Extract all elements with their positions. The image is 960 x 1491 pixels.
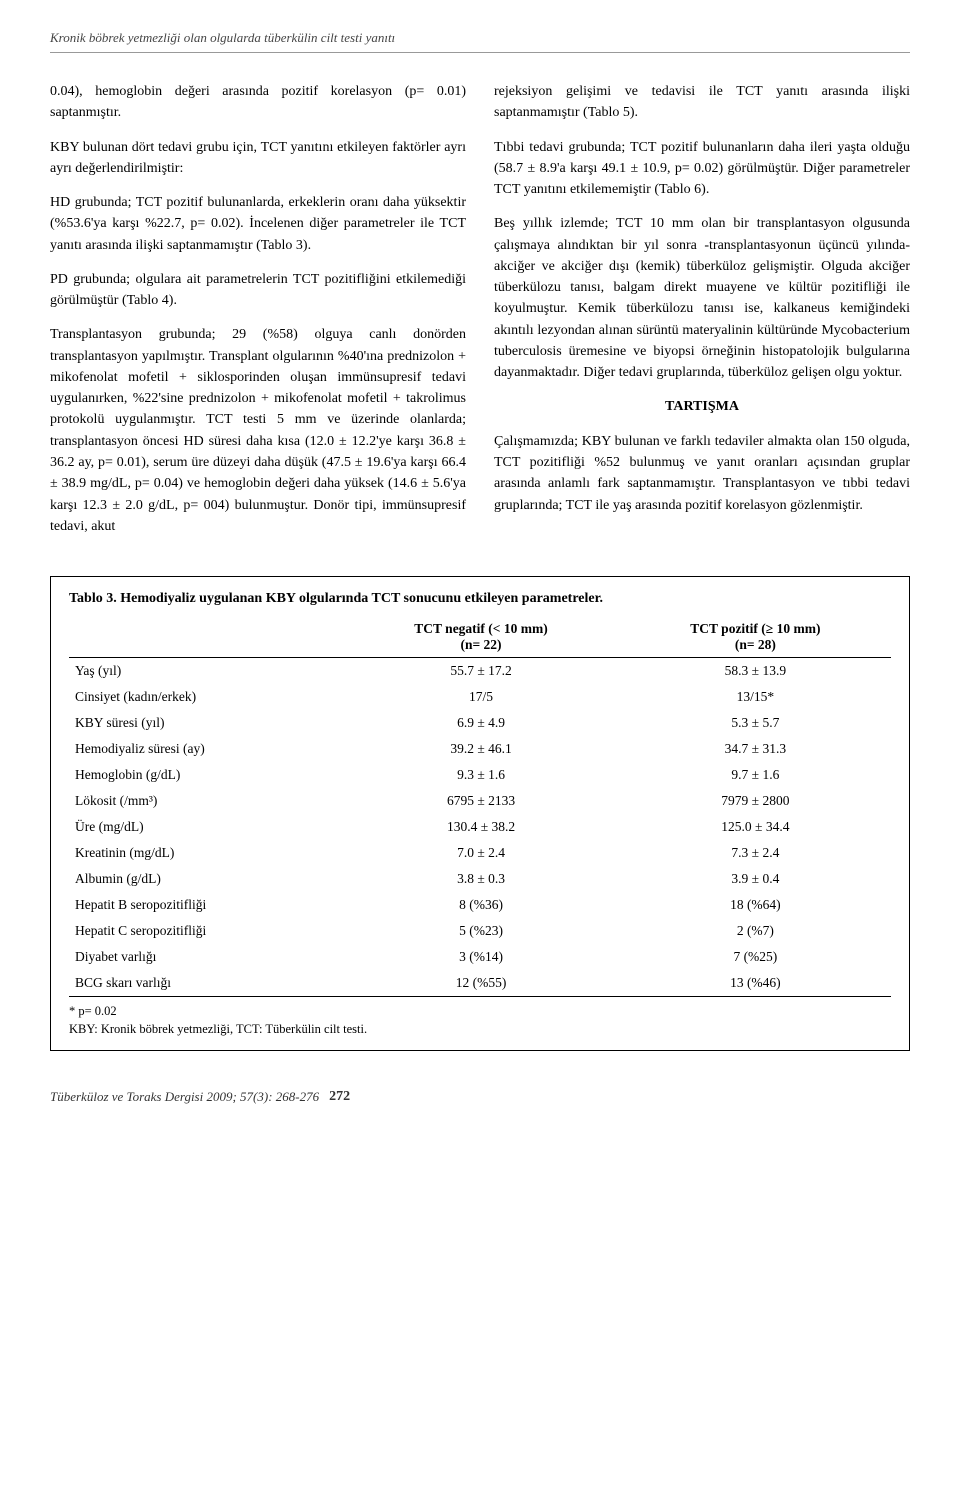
- row-pos-value: 58.3 ± 13.9: [620, 658, 891, 685]
- right-column: rejeksiyon gelişimi ve tedavisi ile TCT …: [494, 81, 910, 550]
- paragraph: KBY bulunan dört tedavi grubu için, TCT …: [50, 137, 466, 180]
- table-row: Hepatit B seropozitifliği8 (%36)18 (%64): [69, 892, 891, 918]
- table-row: Hemodiyaliz süresi (ay)39.2 ± 46.134.7 ±…: [69, 736, 891, 762]
- paragraph: PD grubunda; olgulara ait parametrelerin…: [50, 269, 466, 312]
- row-label: Üre (mg/dL): [69, 814, 342, 840]
- header-pos-line2: (n= 28): [735, 637, 776, 652]
- row-label: Yaş (yıl): [69, 658, 342, 685]
- row-neg-value: 55.7 ± 17.2: [342, 658, 619, 685]
- row-neg-value: 130.4 ± 38.2: [342, 814, 619, 840]
- table-body: Yaş (yıl)55.7 ± 17.258.3 ± 13.9Cinsiyet …: [69, 658, 891, 997]
- table-header-pos: TCT pozitif (≥ 10 mm) (n= 28): [620, 617, 891, 658]
- row-neg-value: 5 (%23): [342, 918, 619, 944]
- header-neg-line2: (n= 22): [460, 637, 501, 652]
- table-row: Yaş (yıl)55.7 ± 17.258.3 ± 13.9: [69, 658, 891, 685]
- row-pos-value: 7979 ± 2800: [620, 788, 891, 814]
- row-neg-value: 6795 ± 2133: [342, 788, 619, 814]
- row-label: Kreatinin (mg/dL): [69, 840, 342, 866]
- table-header-neg: TCT negatif (< 10 mm) (n= 22): [342, 617, 619, 658]
- table-row: Diyabet varlığı3 (%14)7 (%25): [69, 944, 891, 970]
- row-pos-value: 7 (%25): [620, 944, 891, 970]
- table-row: Hemoglobin (g/dL)9.3 ± 1.69.7 ± 1.6: [69, 762, 891, 788]
- table-row: Lökosit (/mm³)6795 ± 21337979 ± 2800: [69, 788, 891, 814]
- row-pos-value: 18 (%64): [620, 892, 891, 918]
- row-label: Albumin (g/dL): [69, 866, 342, 892]
- row-neg-value: 3 (%14): [342, 944, 619, 970]
- row-pos-value: 34.7 ± 31.3: [620, 736, 891, 762]
- row-pos-value: 9.7 ± 1.6: [620, 762, 891, 788]
- row-neg-value: 17/5: [342, 684, 619, 710]
- header-neg-line1: TCT negatif (< 10 mm): [414, 621, 547, 636]
- row-neg-value: 3.8 ± 0.3: [342, 866, 619, 892]
- table-row: BCG skarı varlığı12 (%55)13 (%46): [69, 970, 891, 997]
- table-caption: Tablo 3. Hemodiyaliz uygulanan KBY olgul…: [69, 591, 891, 607]
- row-label: KBY süresi (yıl): [69, 710, 342, 736]
- row-pos-value: 13/15*: [620, 684, 891, 710]
- page-footer: Tüberküloz ve Toraks Dergisi 2009; 57(3)…: [50, 1089, 910, 1105]
- paragraph: 0.04), hemoglobin değeri arasında poziti…: [50, 81, 466, 124]
- table-header-empty: [69, 617, 342, 658]
- paragraph: HD grubunda; TCT pozitif bulunanlarda, e…: [50, 192, 466, 256]
- row-label: BCG skarı varlığı: [69, 970, 342, 997]
- table-row: Cinsiyet (kadın/erkek)17/513/15*: [69, 684, 891, 710]
- row-label: Hepatit B seropozitifliği: [69, 892, 342, 918]
- page-number: 272: [329, 1089, 350, 1105]
- row-neg-value: 12 (%55): [342, 970, 619, 997]
- table-footnote: * p= 0.02 KBY: Kronik böbrek yetmezliği,…: [69, 1003, 891, 1038]
- row-neg-value: 6.9 ± 4.9: [342, 710, 619, 736]
- row-label: Diyabet varlığı: [69, 944, 342, 970]
- row-label: Lökosit (/mm³): [69, 788, 342, 814]
- row-label: Hemodiyaliz süresi (ay): [69, 736, 342, 762]
- running-title: Kronik böbrek yetmezliği olan olgularda …: [50, 30, 910, 46]
- table-row: KBY süresi (yıl)6.9 ± 4.95.3 ± 5.7: [69, 710, 891, 736]
- table-row: Üre (mg/dL)130.4 ± 38.2125.0 ± 34.4: [69, 814, 891, 840]
- section-heading-tartisma: TARTIŞMA: [494, 396, 910, 417]
- row-pos-value: 7.3 ± 2.4: [620, 840, 891, 866]
- header-pos-line1: TCT pozitif (≥ 10 mm): [690, 621, 820, 636]
- left-column: 0.04), hemoglobin değeri arasında poziti…: [50, 81, 466, 550]
- row-label: Cinsiyet (kadın/erkek): [69, 684, 342, 710]
- paragraph: Transplantasyon grubunda; 29 (%58) olguy…: [50, 324, 466, 537]
- footnote-abbr: KBY: Kronik böbrek yetmezliği, TCT: Tübe…: [69, 1022, 367, 1036]
- paragraph: Tıbbi tedavi grubunda; TCT pozitif bulun…: [494, 137, 910, 201]
- paragraph: rejeksiyon gelişimi ve tedavisi ile TCT …: [494, 81, 910, 124]
- paragraph: Çalışmamızda; KBY bulunan ve farklı teda…: [494, 431, 910, 516]
- row-pos-value: 125.0 ± 34.4: [620, 814, 891, 840]
- row-pos-value: 3.9 ± 0.4: [620, 866, 891, 892]
- row-label: Hepatit C seropozitifliği: [69, 918, 342, 944]
- table-row: Kreatinin (mg/dL)7.0 ± 2.47.3 ± 2.4: [69, 840, 891, 866]
- row-neg-value: 9.3 ± 1.6: [342, 762, 619, 788]
- title-rule: [50, 52, 910, 53]
- row-pos-value: 5.3 ± 5.7: [620, 710, 891, 736]
- table-3-box: Tablo 3. Hemodiyaliz uygulanan KBY olgul…: [50, 576, 910, 1051]
- row-neg-value: 7.0 ± 2.4: [342, 840, 619, 866]
- paragraph: Beş yıllık izlemde; TCT 10 mm olan bir t…: [494, 213, 910, 383]
- journal-ref: Tüberküloz ve Toraks Dergisi 2009; 57(3)…: [50, 1089, 319, 1105]
- row-neg-value: 39.2 ± 46.1: [342, 736, 619, 762]
- footnote-p: * p= 0.02: [69, 1004, 117, 1018]
- table-3: TCT negatif (< 10 mm) (n= 22) TCT poziti…: [69, 617, 891, 997]
- row-neg-value: 8 (%36): [342, 892, 619, 918]
- row-pos-value: 13 (%46): [620, 970, 891, 997]
- body-columns: 0.04), hemoglobin değeri arasında poziti…: [50, 81, 910, 550]
- table-row: Hepatit C seropozitifliği5 (%23)2 (%7): [69, 918, 891, 944]
- table-row: Albumin (g/dL)3.8 ± 0.33.9 ± 0.4: [69, 866, 891, 892]
- row-label: Hemoglobin (g/dL): [69, 762, 342, 788]
- row-pos-value: 2 (%7): [620, 918, 891, 944]
